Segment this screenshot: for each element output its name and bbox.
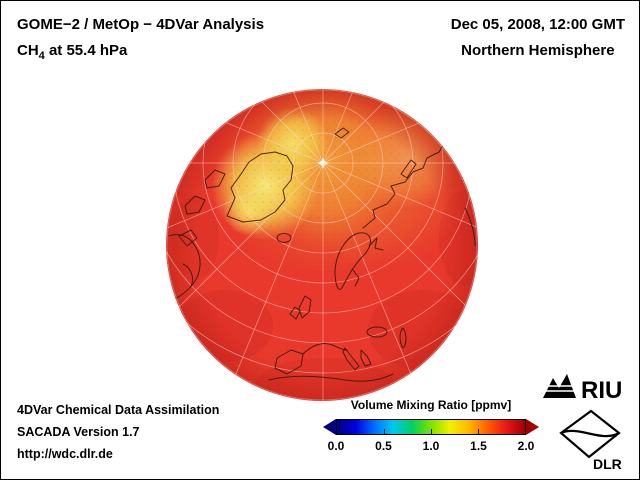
figure-region: Northern Hemisphere: [461, 42, 615, 59]
credit-line-url[interactable]: http://wdc.dlr.de: [17, 447, 113, 461]
figure-subtitle: CH4 at 55.4 hPa: [17, 38, 264, 69]
colorbar-ticks: 0.0 0.5 1.0 1.5 2.0: [328, 439, 535, 453]
limb-vignette: [166, 89, 478, 401]
colorbar-gradient: [336, 419, 526, 435]
riu-logo-text: RIU: [581, 377, 622, 403]
figure-titles: GOME−2 / MetOp − 4DVar Analysis CH4 at 5…: [17, 12, 264, 69]
north-pole-marker: [317, 157, 329, 169]
subtitle-level: at 55.4 hPa: [44, 42, 128, 59]
dlr-emblem-icon: [559, 409, 621, 459]
credit-line-assimilation: 4DVar Chemical Data Assimilation: [17, 403, 220, 417]
subtitle-chem-sub: 4: [38, 50, 45, 62]
tick-label: 1.0: [422, 439, 440, 453]
riu-wave-icon: [543, 374, 576, 398]
riu-logo: RIU: [541, 371, 627, 408]
credits-block: 4DVar Chemical Data Assimilation SACADA …: [17, 399, 219, 465]
dlr-logo-text: DLR: [593, 456, 622, 471]
colorbar-title: Volume Mixing Ratio [ppmv]: [350, 398, 512, 412]
tick-label: 0.5: [375, 439, 392, 453]
tick-label: 1.5: [470, 439, 487, 453]
subtitle-chem: CH: [17, 42, 39, 59]
colorbar-arrow-left: [323, 419, 336, 435]
colorbar-legend: Volume Mixing Ratio [ppmv] 0.0 0.5 1.0 1…: [323, 398, 539, 453]
tick-label: 0.0: [327, 439, 345, 453]
credit-line-version: SACADA Version 1.7: [17, 425, 140, 439]
globe-rim: [166, 89, 478, 401]
globe-map: [166, 89, 478, 401]
figure-datetime-block: Dec 05, 2008, 12:00 GMT Northern Hemisph…: [451, 12, 625, 64]
tick-label: 2.0: [517, 439, 535, 453]
figure-datetime: Dec 05, 2008, 12:00 GMT: [450, 16, 625, 33]
colorbar-arrow-right: [526, 419, 539, 435]
figure-title: GOME−2 / MetOp − 4DVar Analysis: [17, 16, 265, 33]
dlr-logo: DLR: [555, 407, 625, 476]
colorbar: [323, 419, 539, 435]
